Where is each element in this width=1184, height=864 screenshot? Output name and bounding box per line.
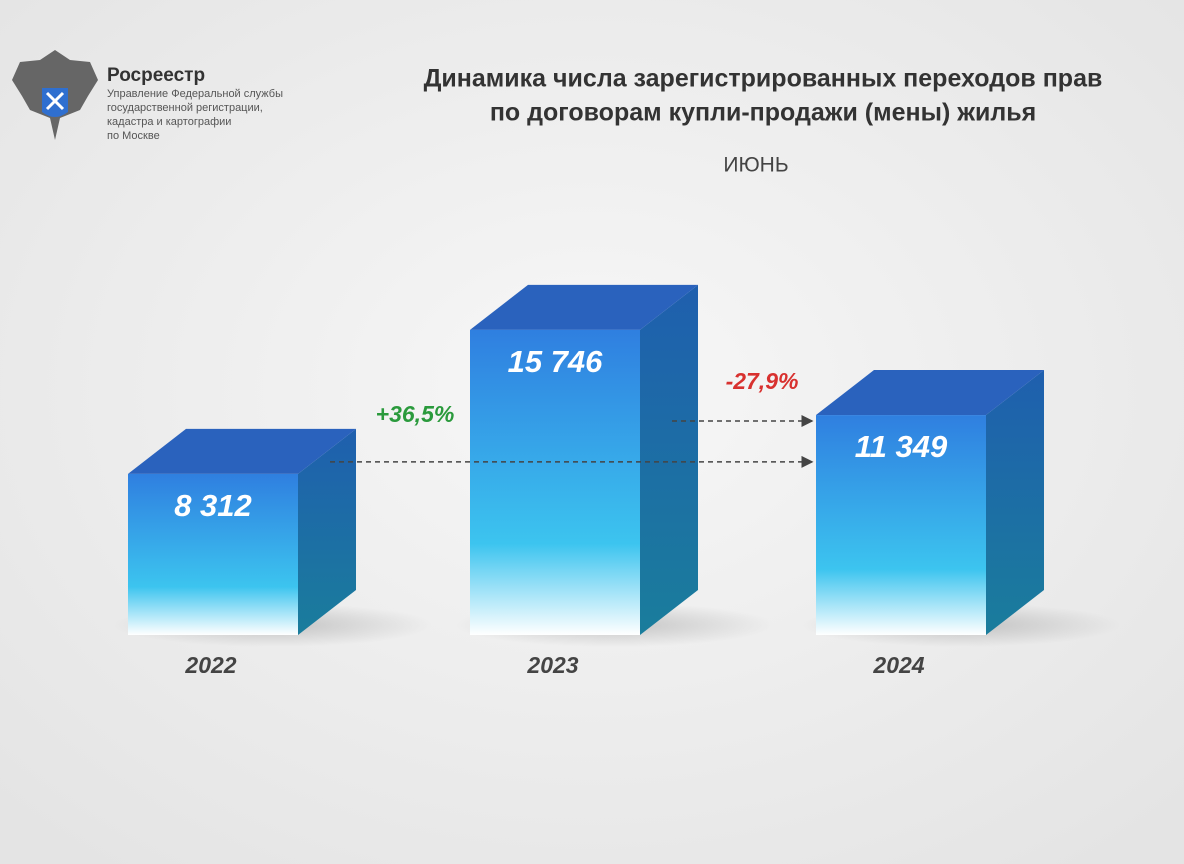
value-label: 8 312 [174, 488, 252, 523]
bar [470, 329, 640, 635]
value-label: 15 746 [508, 344, 604, 379]
bar-side [640, 284, 698, 635]
org-sub: кадастра и картографии [107, 116, 231, 128]
chart-subtitle: ИЮНЬ [723, 154, 788, 177]
chart-title: по договорам купли-продажи (мены) жилья [490, 99, 1036, 127]
change-label: -27,9% [726, 368, 799, 394]
bar-side [986, 370, 1044, 635]
x-tick-label: 2024 [872, 652, 924, 678]
value-label: 11 349 [855, 429, 948, 464]
emblem-cross [45, 91, 65, 111]
org-sub: по Москве [107, 130, 160, 142]
x-tick-label: 2023 [526, 652, 578, 678]
bar-top [470, 284, 698, 330]
org-name: Росреестр [107, 65, 205, 86]
bar [816, 415, 986, 635]
org-sub: государственной регистрации, [107, 102, 263, 114]
x-tick-label: 2022 [184, 652, 236, 678]
bar-top [816, 370, 1044, 416]
org-sub: Управление Федеральной службы [107, 88, 283, 100]
bar [128, 473, 298, 635]
bar-side [298, 428, 356, 635]
chart-title: Динамика числа зарегистрированных перехо… [424, 65, 1103, 93]
bar-top [128, 428, 356, 474]
logo [12, 50, 98, 140]
change-label: +36,5% [376, 401, 455, 427]
